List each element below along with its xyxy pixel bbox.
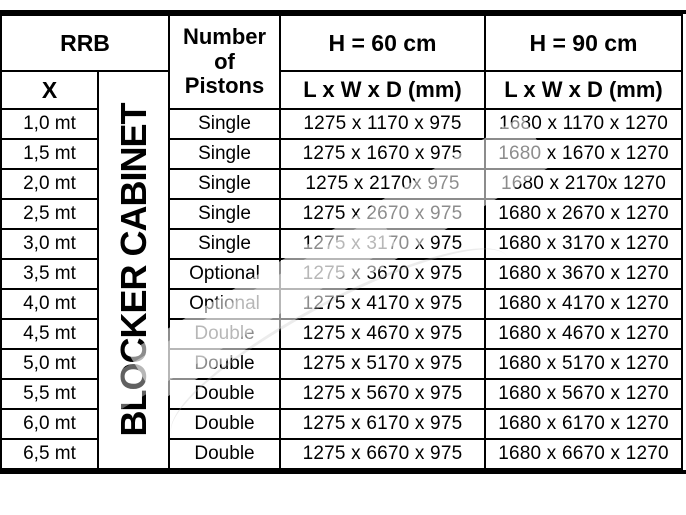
pistons-cell: Single [168,228,281,260]
pistons-cell: Double [168,348,281,380]
pistons-cell: Optional [168,258,281,290]
x-value-cell: 5,0 mt [0,348,99,380]
blocker-cabinet-cell: BLOCKER CABINET [97,70,170,470]
dims-h60-cell: 1275 x 4670 x 975 [279,318,486,350]
dims-h60-cell: 1275 x 4170 x 975 [279,288,486,320]
dims-h90-cell: 1680 x 3170 x 1270 [484,228,683,260]
x-value-cell: 6,0 mt [0,408,99,440]
header-number-of-pistons: Number of Pistons [168,14,281,110]
header-dims-h90: L x W x D (mm) [484,70,683,110]
pistons-cell: Single [168,138,281,170]
dims-h90-cell: 1680 x 6670 x 1270 [484,438,683,470]
dims-h60-cell: 1275 x 2170x 975 [279,168,486,200]
dims-h90-cell: 1680 x 2670 x 1270 [484,198,683,230]
dims-h60-cell: 1275 x 5670 x 975 [279,378,486,410]
spec-row: 6,5 mt Double 1275 x 6670 x 975 1680 x 6… [0,438,683,470]
header-row-top: RRB Number of Pistons H = 60 cm H = 90 c… [0,14,683,110]
dims-h60-cell: 1275 x 1670 x 975 [279,138,486,170]
x-value-cell: 4,0 mt [0,288,99,320]
pistons-cell: Single [168,108,281,140]
x-value-cell: 3,0 mt [0,228,99,260]
spec-table: RRB Number of Pistons H = 60 cm H = 90 c… [0,14,683,470]
blocker-cabinet-vertical-label: BLOCKER CABINET [112,103,154,437]
dims-h90-cell: 1680 x 2170x 1270 [484,168,683,200]
pistons-cell: Single [168,168,281,200]
dims-h60-cell: 1275 x 6670 x 975 [279,438,486,470]
dims-h60-cell: 1275 x 1170 x 975 [279,108,486,140]
dims-h60-cell: 1275 x 5170 x 975 [279,348,486,380]
x-value-cell: 6,5 mt [0,438,99,470]
spec-row: 6,0 mt Double 1275 x 6170 x 975 1680 x 6… [0,408,683,440]
x-value-cell: 4,5 mt [0,318,99,350]
pistons-cell: Single [168,198,281,230]
dims-h60-cell: 1275 x 2670 x 975 [279,198,486,230]
pistons-cell: Optional [168,288,281,320]
dims-h90-cell: 1680 x 6170 x 1270 [484,408,683,440]
dims-h60-cell: 1275 x 3670 x 975 [279,258,486,290]
dims-h90-cell: 1680 x 3670 x 1270 [484,258,683,290]
pistons-cell: Double [168,408,281,440]
dims-h90-cell: 1680 x 1170 x 1270 [484,108,683,140]
header-h90: H = 90 cm [484,14,683,72]
table-frame: RRB Number of Pistons H = 60 cm H = 90 c… [0,10,686,474]
x-value-cell: 5,5 mt [0,378,99,410]
dims-h90-cell: 1680 x 1670 x 1270 [484,138,683,170]
pistons-cell: Double [168,378,281,410]
dims-h90-cell: 1680 x 4170 x 1270 [484,288,683,320]
dims-h90-cell: 1680 x 4670 x 1270 [484,318,683,350]
dims-h60-cell: 1275 x 3170 x 975 [279,228,486,260]
x-value-cell: 1,0 mt [0,108,99,140]
x-value-cell: 2,5 mt [0,198,99,230]
header-h60: H = 60 cm [279,14,486,72]
pistons-cell: Double [168,438,281,470]
x-value-cell: 1,5 mt [0,138,99,170]
x-value-cell: 2,0 mt [0,168,99,200]
header-row-sub: X BLOCKER CABINET L x W x D (mm) L x W x… [0,70,683,470]
pistons-cell: Double [168,318,281,350]
dims-h60-cell: 1275 x 6170 x 975 [279,408,486,440]
x-value-cell: 3,5 mt [0,258,99,290]
header-x: X [0,70,99,110]
dims-h90-cell: 1680 x 5170 x 1270 [484,348,683,380]
dims-h90-cell: 1680 x 5670 x 1270 [484,378,683,410]
header-dims-h60: L x W x D (mm) [279,70,486,110]
header-rrb: RRB [0,14,170,72]
